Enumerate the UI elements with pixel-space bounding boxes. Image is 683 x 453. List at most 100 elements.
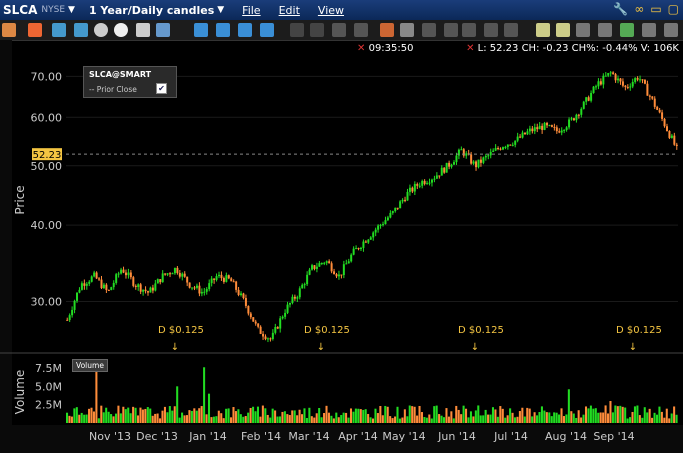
grid-icon[interactable] xyxy=(74,23,88,37)
volume-bar xyxy=(665,408,668,423)
candle-body xyxy=(607,73,610,76)
volume-bar xyxy=(320,417,323,423)
period-selector[interactable]: 1 Year/Daily candles xyxy=(88,3,215,17)
volume-bar xyxy=(252,406,255,423)
arrow-icon[interactable] xyxy=(2,23,16,37)
fit-icon[interactable] xyxy=(576,23,590,37)
volume-bar xyxy=(188,410,191,423)
price-chart[interactable]: 30.00 40.00 50.00 60.00 70.00 Price 52.23 D $0.… xyxy=(0,40,683,453)
volume-bar xyxy=(293,410,296,423)
legend-box[interactable]: SLCA@SMART -- Prior Close ✔ xyxy=(83,66,177,98)
diagonal-icon[interactable] xyxy=(484,23,498,37)
candle-body xyxy=(489,151,492,156)
y-tick-label: 30.00 xyxy=(31,296,63,309)
candle-body xyxy=(68,315,71,320)
volume-bar xyxy=(526,407,529,423)
prior-close-checkbox[interactable]: ✔ xyxy=(156,83,167,94)
candle-body xyxy=(421,180,424,186)
volume-bar xyxy=(411,406,414,423)
symbol-label[interactable]: SLCA xyxy=(3,3,38,17)
candle-body xyxy=(550,125,553,127)
chevron-down-icon[interactable]: ▼ xyxy=(68,5,75,15)
candle-body xyxy=(269,338,272,340)
trade-icon[interactable] xyxy=(52,23,66,37)
volume-bar xyxy=(271,408,274,423)
volume-bar xyxy=(469,411,472,423)
candle-body xyxy=(528,128,531,132)
text-tool-icon[interactable] xyxy=(310,23,324,37)
volume-bar xyxy=(396,406,399,423)
volume-bar xyxy=(159,418,162,423)
candle-body xyxy=(120,269,123,274)
candle-body xyxy=(413,184,416,192)
link-icon[interactable]: ∞ xyxy=(634,2,645,16)
x-tick-label: Feb '14 xyxy=(241,430,281,443)
candle-body xyxy=(301,284,304,289)
volume-bar xyxy=(442,417,446,423)
volume-bar xyxy=(335,412,338,423)
minimize-icon[interactable]: ▭ xyxy=(650,2,662,16)
settings-icon[interactable] xyxy=(260,23,274,37)
candle-body xyxy=(509,144,512,146)
trend-icon[interactable] xyxy=(462,23,476,37)
volume-bar xyxy=(572,413,575,423)
volume-bar xyxy=(545,412,548,423)
candle-body xyxy=(232,281,235,283)
candle-body xyxy=(362,241,365,248)
volume-bar xyxy=(88,408,91,423)
line-tool-icon[interactable] xyxy=(290,23,304,37)
fib-icon[interactable] xyxy=(332,23,346,37)
volume-bar xyxy=(648,408,651,423)
channel-icon[interactable] xyxy=(354,23,368,37)
candle-body xyxy=(203,291,206,293)
maximize-icon[interactable]: ▢ xyxy=(667,2,679,16)
volume-bar xyxy=(531,416,534,423)
record-icon[interactable] xyxy=(114,23,128,37)
candle-body xyxy=(205,289,208,292)
volume-bar xyxy=(584,406,588,423)
wrench-icon[interactable]: 🔧 xyxy=(613,2,629,16)
indicator-icon[interactable] xyxy=(136,23,150,37)
menu-view[interactable]: View xyxy=(317,3,345,17)
candle-body xyxy=(448,162,451,167)
y-tick-label: 40.00 xyxy=(31,219,63,232)
volume-bar xyxy=(100,405,103,423)
candle-body xyxy=(286,304,289,313)
candle-body xyxy=(183,273,186,277)
volume-bar xyxy=(430,418,433,423)
candle-body xyxy=(154,283,157,291)
zoom-in-icon[interactable] xyxy=(536,23,550,37)
volume-bar xyxy=(183,415,186,423)
delete-icon[interactable] xyxy=(504,23,518,37)
candle-body xyxy=(462,149,465,156)
chevron-down-icon[interactable]: ▼ xyxy=(217,5,225,15)
volume-bar xyxy=(447,416,450,423)
draw-icon[interactable] xyxy=(28,23,42,37)
bar-type-icon[interactable] xyxy=(194,23,208,37)
candle-body xyxy=(570,118,573,120)
candle-body xyxy=(88,281,91,284)
circle-icon[interactable] xyxy=(94,23,108,37)
candle-type-icon[interactable] xyxy=(216,23,230,37)
search-icon[interactable] xyxy=(156,23,170,37)
volume-bar xyxy=(577,410,580,423)
redo-icon[interactable] xyxy=(444,23,458,37)
volume-bar xyxy=(403,409,406,423)
undo-icon[interactable] xyxy=(422,23,436,37)
zoom-out-icon[interactable] xyxy=(556,23,570,37)
candle-body xyxy=(563,129,566,131)
expand-icon[interactable] xyxy=(400,23,414,37)
menu-edit[interactable]: Edit xyxy=(278,3,300,17)
lock-icon[interactable] xyxy=(642,23,656,37)
print-icon[interactable] xyxy=(664,23,678,37)
crosshair-icon[interactable] xyxy=(380,23,394,37)
layout-icon[interactable] xyxy=(598,23,612,37)
volume-bar xyxy=(119,413,122,423)
refresh-icon[interactable] xyxy=(620,23,634,37)
candle-body xyxy=(149,287,152,293)
menu-file[interactable]: File xyxy=(242,3,261,17)
volume-bar xyxy=(291,410,294,423)
y-axis-label: Price xyxy=(13,185,27,214)
line-type-icon[interactable] xyxy=(238,23,252,37)
volume-bar xyxy=(198,408,201,423)
